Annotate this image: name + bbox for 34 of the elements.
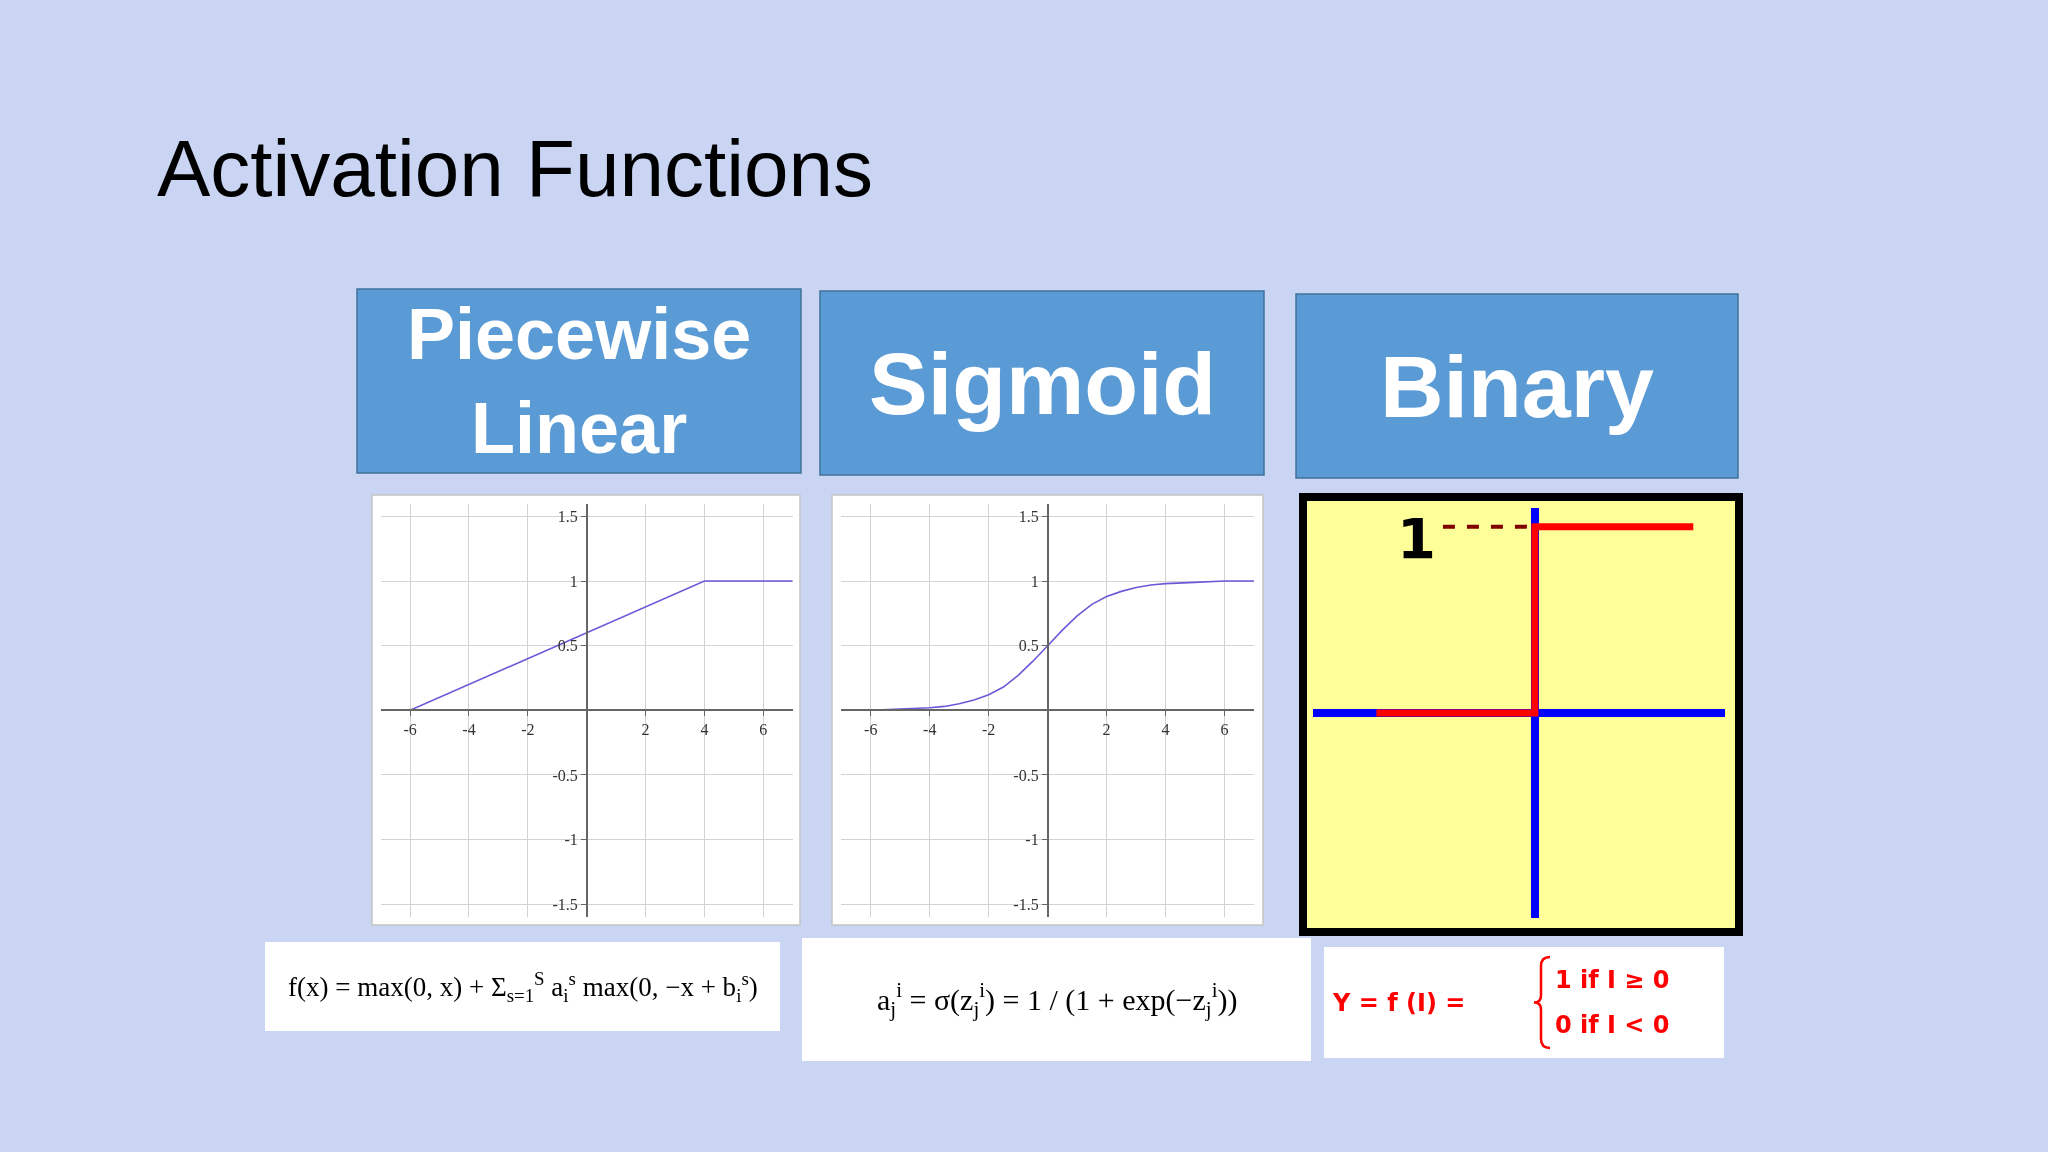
x-tick-label: -4	[462, 721, 476, 739]
x-tick-label: -2	[982, 721, 996, 739]
x-tick-label: -2	[521, 721, 535, 739]
text: Y = f (I) =	[1332, 989, 1466, 1017]
chart-subtitle: Piecewise Linear	[407, 294, 752, 468]
x-tick-label: -6	[403, 721, 417, 739]
text: f(x) = max(0, x) + Σ$_{s=1}$$^{S}$ a$_{i}$$^{s}$ max(0, −x + b$_{i}$$^{s}$)	[288, 968, 758, 1007]
ref-line-label: 1	[1397, 506, 1436, 571]
text: a$_{j}$$^{i}$ = σ(z$_{j}$$^{i}$) = 1 / (1 + exp(−z$_{j}$$^{i}$))	[877, 978, 1238, 1021]
x-tick-label: 4	[1161, 721, 1170, 739]
y-tick-label: -1.5	[1013, 895, 1039, 913]
chart-subtitle: Binary	[1380, 337, 1654, 436]
x-tick-label: 6	[759, 721, 768, 739]
y-tick-label: -1	[1025, 831, 1039, 849]
chart-title: Activation Functions	[157, 124, 873, 213]
chart-subtitle: Sigmoid	[869, 334, 1217, 433]
x-tick-label: 4	[700, 721, 709, 739]
y-tick-label: 1	[1030, 572, 1039, 590]
y-tick-label: -1	[564, 831, 578, 849]
text: 0 if I < 0	[1555, 1011, 1670, 1039]
y-tick-label: -1.5	[552, 895, 578, 913]
y-tick-label: 1	[569, 572, 578, 590]
x-tick-label: -6	[864, 721, 878, 739]
x-tick-label: 6	[1220, 721, 1229, 739]
y-tick-label: -0.5	[1013, 766, 1039, 784]
text: 1 if I ≥ 0	[1555, 966, 1670, 994]
x-tick-label: -4	[923, 721, 937, 739]
x-tick-label: 2	[641, 721, 650, 739]
y-tick-label: 1.5	[1018, 508, 1039, 526]
y-tick-label: 0.5	[1018, 637, 1039, 655]
y-tick-label: 0.5	[557, 637, 578, 655]
y-tick-label: -0.5	[552, 766, 578, 784]
y-tick-label: 1.5	[557, 508, 578, 526]
x-tick-label: 2	[1102, 721, 1111, 739]
